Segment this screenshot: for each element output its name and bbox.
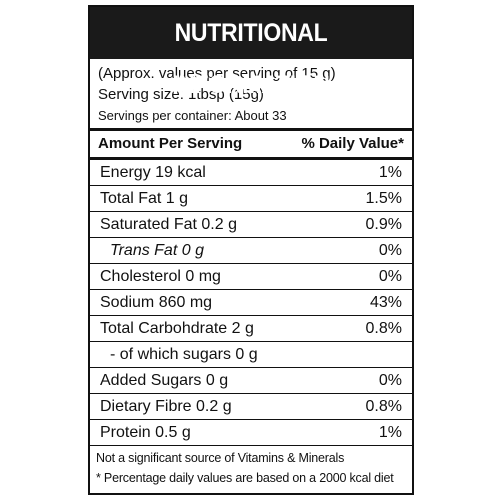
label-title: NUTRITIONAL INFORMATION [102, 7, 400, 99]
nutrient-name: Added Sugars 0 g [100, 372, 229, 389]
nutrient-name: Trans Fat 0 g [110, 242, 204, 259]
nutrient-row-cholesterol: Cholesterol 0 mg 0% [90, 264, 412, 290]
nutrient-daily-value: 43% [369, 294, 402, 311]
nutrient-daily-value: 0.9% [365, 216, 402, 233]
nutrient-row-total-carbohydrate: Total Carbohdrate 2 g 0.8% [90, 316, 412, 342]
nutrient-row-energy: Energy 19 kcal 1% [90, 160, 412, 186]
daily-value-header: % Daily Value* [301, 135, 404, 152]
nutrient-row-saturated-fat: Saturated Fat 0.2 g 0.9% [90, 212, 412, 238]
nutrient-row-sugars: - of which sugars 0 g [90, 342, 412, 368]
nutrient-row-total-fat: Total Fat 1 g 1.5% [90, 186, 412, 212]
nutrient-name: Protein 0.5 g [100, 424, 191, 441]
serving-note: (Approx. values per serving of 15 g) [98, 65, 336, 82]
table-header: Amount Per Serving % Daily Value* [90, 131, 412, 160]
footer-note-vitamins: Not a significant source of Vitamins & M… [96, 451, 345, 465]
serving-info: (Approx. values per serving of 15 g) Ser… [90, 59, 412, 131]
nutrition-label: NUTRITIONAL INFORMATION (Approx. values … [88, 5, 414, 495]
nutrient-name: - of which sugars 0 g [110, 346, 258, 363]
nutrient-row-added-sugars: Added Sugars 0 g 0% [90, 368, 412, 394]
nutrient-name: Sodium 860 mg [100, 294, 213, 311]
serving-size: Serving size: 1tbsp (15g) [98, 86, 264, 103]
nutrient-daily-value: 0.8% [365, 320, 402, 337]
nutrient-row-dietary-fibre: Dietary Fibre 0.2 g 0.8% [90, 394, 412, 420]
nutrient-daily-value: 1.5% [365, 190, 402, 207]
nutrient-daily-value: 0.8% [365, 398, 402, 415]
nutrient-name: Total Fat 1 g [100, 190, 189, 207]
nutrient-row-sodium: Sodium 860 mg 43% [90, 290, 412, 316]
nutrient-name: Total Carbohdrate 2 g [100, 320, 254, 337]
nutrient-table: Energy 19 kcal 1% Total Fat 1 g 1.5% Sat… [90, 160, 412, 446]
nutrient-name: Cholesterol 0 mg [100, 268, 221, 285]
amount-header: Amount Per Serving [98, 135, 243, 152]
nutrient-row-trans-fat: Trans Fat 0 g 0% [90, 238, 412, 264]
nutrient-daily-value: 0% [378, 242, 402, 259]
nutrient-name: Saturated Fat 0.2 g [100, 216, 237, 233]
title-bar: NUTRITIONAL INFORMATION [90, 7, 412, 99]
label-footer: Not a significant source of Vitamins & M… [90, 446, 412, 488]
nutrient-name: Energy 19 kcal [100, 164, 206, 181]
nutrient-daily-value: 0% [378, 268, 402, 285]
nutrient-daily-value: 1% [378, 424, 402, 441]
nutrient-name: Dietary Fibre 0.2 g [100, 398, 232, 415]
nutrient-daily-value: 0% [378, 372, 402, 389]
nutrient-row-protein: Protein 0.5 g 1% [90, 420, 412, 446]
footer-note-daily-values: * Percentage daily values are based on a… [96, 471, 394, 485]
servings-per-container: Servings per container: About 33 [98, 108, 287, 123]
nutrient-daily-value: 1% [378, 164, 402, 181]
